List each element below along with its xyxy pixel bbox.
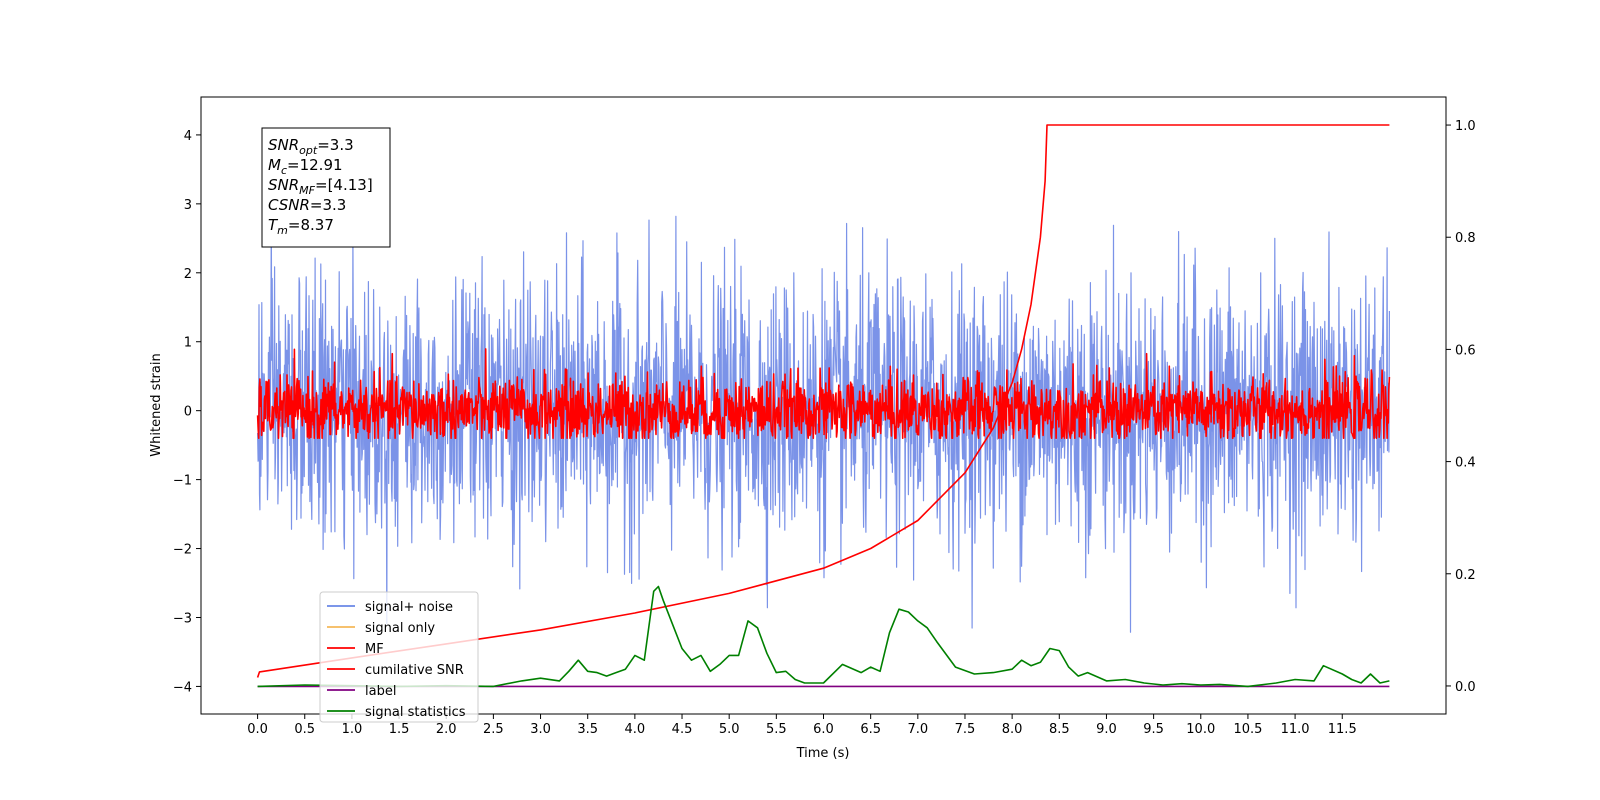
x-tick-label: 6.0 <box>813 722 834 737</box>
x-tick-label: 9.5 <box>1143 722 1164 737</box>
legend-label: signal only <box>365 621 435 636</box>
info-box-line: SNRMF=[4.13] <box>268 176 373 197</box>
x-tick-label: 5.5 <box>766 722 787 737</box>
y-left-tick-label: 3 <box>184 198 192 213</box>
y-right-tick-label: 0.8 <box>1455 231 1476 246</box>
y-left-tick-label: 0 <box>184 405 192 420</box>
y-right-tick-label: 1.0 <box>1455 119 1476 134</box>
y-right-tick-label: 0.6 <box>1455 343 1476 358</box>
x-tick-label: 7.0 <box>907 722 928 737</box>
x-tick-label: 1.5 <box>389 722 410 737</box>
info-box-frame <box>261 127 391 248</box>
info-box-line: SNRopt=3.3 <box>268 136 354 157</box>
x-tick-label: 8.5 <box>1049 722 1070 737</box>
y-left-tick-label: −2 <box>173 543 192 558</box>
x-tick-label: 7.5 <box>955 722 976 737</box>
y-left-tick-label: 4 <box>184 129 192 144</box>
x-tick-label: 8.0 <box>1002 722 1023 737</box>
y-right-tick-label: 0.4 <box>1455 456 1476 471</box>
y-axis-left: 4 3 2 1 0 −1 −2 −3 −4 <box>173 129 201 695</box>
legend-frame <box>319 591 479 723</box>
series-mf-line <box>256 348 1391 439</box>
y-left-tick-label: 2 <box>184 267 192 282</box>
y-axis-right: 1.0 0.8 0.6 0.4 0.2 0.0 <box>1446 119 1476 695</box>
legend-label: signal+ noise <box>365 600 453 615</box>
y-left-tick-label: −3 <box>173 611 192 626</box>
x-tick-label: 0.0 <box>247 722 268 737</box>
x-axis-label: Time (s) <box>796 746 850 761</box>
x-tick-label: 6.5 <box>860 722 881 737</box>
x-axis: 0.0 0.5 1.0 1.5 2.0 2.5 3.0 3.5 4.0 4.5 5.0 5.5 6.0 6… <box>247 714 1357 737</box>
legend: signal+ noise signal only MF cumilative SNR… <box>319 591 479 723</box>
x-tick-label: 11.0 <box>1281 722 1310 737</box>
y-right-tick-label: 0.2 <box>1455 568 1476 583</box>
legend-label: label <box>365 684 396 699</box>
x-tick-label: 9.0 <box>1096 722 1117 737</box>
series-signal-statistics-line <box>257 585 1390 688</box>
x-tick-label: 2.0 <box>436 722 457 737</box>
x-tick-label: 2.5 <box>483 722 504 737</box>
info-box-line: Mc=12.91 <box>268 156 343 177</box>
legend-label: cumilative SNR <box>365 663 464 678</box>
x-tick-label: 1.0 <box>342 722 363 737</box>
x-tick-label: 5.0 <box>719 722 740 737</box>
x-tick-label: 4.5 <box>672 722 693 737</box>
x-tick-label: 4.0 <box>625 722 646 737</box>
x-tick-label: 0.5 <box>294 722 315 737</box>
x-tick-label: 10.0 <box>1186 722 1215 737</box>
y-left-tick-label: −1 <box>173 474 192 489</box>
legend-label: signal statistics <box>365 705 466 720</box>
x-tick-label: 3.0 <box>530 722 551 737</box>
y-right-tick-label: 0.0 <box>1455 680 1476 695</box>
info-box-line: Tm=8.37 <box>268 216 334 237</box>
legend-label: MF <box>365 642 384 657</box>
x-tick-label: 11.5 <box>1328 722 1357 737</box>
x-tick-label: 10.5 <box>1233 722 1262 737</box>
y-axis-label: Whitened strain <box>149 353 164 456</box>
y-left-tick-label: 1 <box>184 336 192 351</box>
y-left-tick-label: −4 <box>173 680 192 695</box>
info-box-line: CSNR=3.3 <box>268 196 346 214</box>
x-tick-label: 3.5 <box>577 722 598 737</box>
